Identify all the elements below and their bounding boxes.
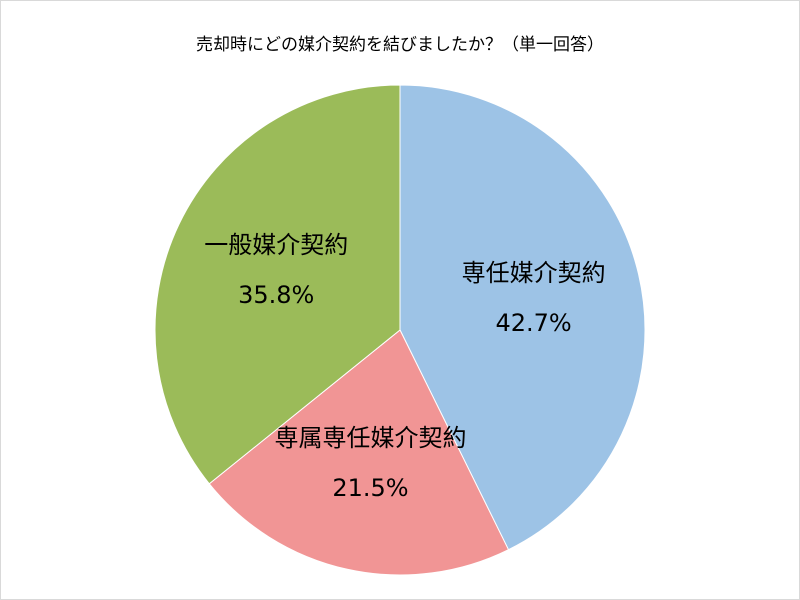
slice-category-label: 専任媒介契約 <box>462 259 606 287</box>
slice-category-label: 一般媒介契約 <box>204 231 348 259</box>
slice-value-label: 35.8% <box>238 281 314 309</box>
pie-slice <box>154 84 401 485</box>
pie-slice <box>399 84 646 551</box>
chart-title: 売却時にどの媒介契約を結びましたか？（単一回答） <box>196 35 604 55</box>
pie-slice <box>208 329 510 576</box>
slice-value-label: 42.7% <box>495 309 571 337</box>
slice-value-label: 21.5% <box>332 474 408 502</box>
slice-category-label: 専属専任媒介契約 <box>274 424 466 452</box>
